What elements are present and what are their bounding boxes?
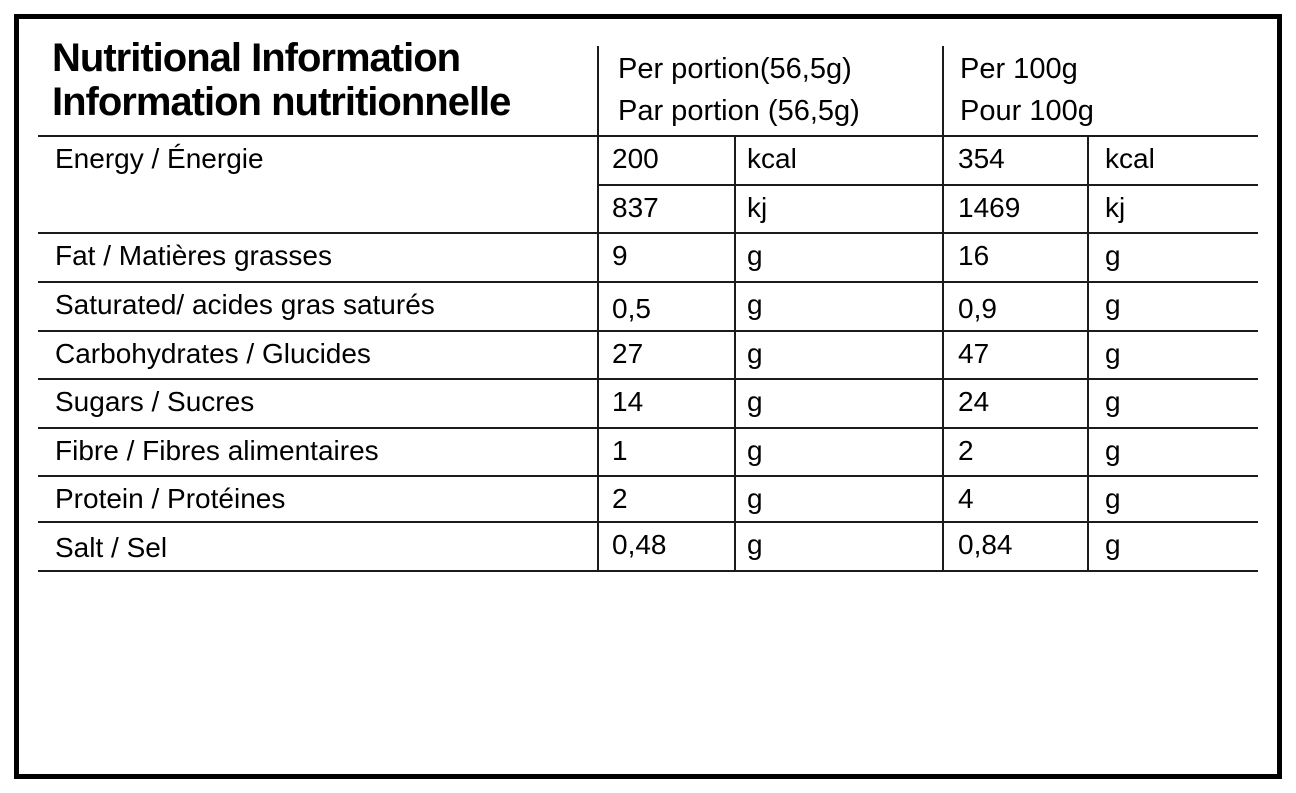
outer-border (14, 14, 1282, 779)
portion-unit: g (747, 338, 763, 369)
row-label: Protein / Protéines (55, 483, 286, 514)
portion-value: 2 (612, 483, 628, 514)
grid-line-row (38, 330, 1258, 332)
portion-value: 14 (612, 386, 644, 417)
per100-unit: g (1105, 529, 1121, 560)
grid-line-row (38, 521, 1258, 523)
table-row-fat: Fat / Matières grasses 9 g 16 g (0, 232, 1296, 279)
energy-kj-per100-value: 1469 (958, 192, 1021, 223)
table-row-energy-kj: 837 kj 1469 kj (0, 184, 1296, 231)
portion-value: 0,5 (612, 293, 651, 324)
grid-line-label-divider (597, 46, 599, 572)
table-title-en: Nutritional Information (52, 36, 461, 80)
grid-line-column-group-divider (942, 46, 944, 572)
portion-unit: g (747, 289, 763, 320)
grid-line-row (38, 281, 1258, 283)
table-row-salt: Salt / Sel 0,48 g 0,84 g (0, 521, 1296, 568)
row-energy-label: Energy / Énergie (55, 143, 264, 174)
row-label: Fat / Matières grasses (55, 240, 332, 271)
per100-unit: g (1105, 289, 1121, 320)
per100-unit: g (1105, 338, 1121, 369)
per100-value: 24 (958, 386, 990, 417)
per100-value: 0,84 (958, 529, 1013, 560)
grid-line-energy-mid (597, 184, 1258, 186)
portion-unit: g (747, 483, 763, 514)
table-title-fr: Information nutritionnelle (52, 80, 511, 124)
grid-line-table-bottom (38, 570, 1258, 572)
per100-value: 0,9 (958, 293, 997, 324)
energy-kcal-portion-unit: kcal (747, 143, 797, 174)
portion-unit: g (747, 529, 763, 560)
portion-value: 27 (612, 338, 644, 369)
row-label: Fibre / Fibres alimentaires (55, 435, 379, 466)
per100-unit: g (1105, 435, 1121, 466)
per100-value: 47 (958, 338, 990, 369)
portion-value: 1 (612, 435, 628, 466)
table-row-fibre: Fibre / Fibres alimentaires 1 g 2 g (0, 427, 1296, 474)
grid-line-per100-unit-divider (1087, 135, 1089, 572)
row-label: Salt / Sel (55, 532, 168, 563)
table-row-carbohydrates: Carbohydrates / Glucides 27 g 47 g (0, 330, 1296, 377)
per100-unit: g (1105, 240, 1121, 271)
portion-unit: g (747, 386, 763, 417)
column-header-per-portion-en: Per portion(56,5g) (618, 53, 852, 85)
energy-kcal-portion-value: 200 (612, 143, 659, 174)
table-title: Nutritional Information Information nutr… (52, 36, 511, 124)
table-row-saturated: Saturated/ acides gras saturés 0,5 g 0,9… (0, 281, 1296, 328)
grid-line-row (38, 427, 1258, 429)
grid-line-row (38, 475, 1258, 477)
energy-kj-per100-unit: kj (1105, 192, 1126, 223)
column-header-per-portion-fr: Par portion (56,5g) (618, 95, 860, 127)
table-row-energy-kcal: 200 kcal 354 kcal (0, 135, 1296, 182)
per100-value: 16 (958, 240, 990, 271)
per100-unit: g (1105, 483, 1121, 514)
portion-unit: g (747, 240, 763, 271)
portion-value: 9 (612, 240, 628, 271)
table-row-sugars: Sugars / Sucres 14 g 24 g (0, 378, 1296, 425)
column-header-per-portion: Per portion(56,5g) Par portion (56,5g) (618, 48, 860, 132)
row-label: Sugars / Sucres (55, 386, 255, 417)
energy-kcal-per100-value: 354 (958, 143, 1005, 174)
per100-value: 2 (958, 435, 974, 466)
table-row-protein: Protein / Protéines 2 g 4 g (0, 475, 1296, 522)
energy-kj-portion-value: 837 (612, 192, 659, 223)
portion-unit: g (747, 435, 763, 466)
grid-line-header-bottom (38, 135, 1258, 137)
energy-kj-portion-unit: kj (747, 192, 768, 223)
grid-line-row (38, 378, 1258, 380)
grid-line-portion-unit-divider (734, 135, 736, 572)
column-header-per-100g: Per 100g Pour 100g (960, 48, 1094, 132)
row-label: Saturated/ acides gras saturés (55, 289, 435, 320)
column-header-per-100g-en: Per 100g (960, 53, 1078, 85)
row-label: Carbohydrates / Glucides (55, 338, 371, 369)
per100-value: 4 (958, 483, 974, 514)
grid-line-row (38, 232, 1258, 234)
column-header-per-100g-fr: Pour 100g (960, 95, 1094, 127)
portion-value: 0,48 (612, 529, 667, 560)
energy-kcal-per100-unit: kcal (1105, 143, 1155, 174)
per100-unit: g (1105, 386, 1121, 417)
